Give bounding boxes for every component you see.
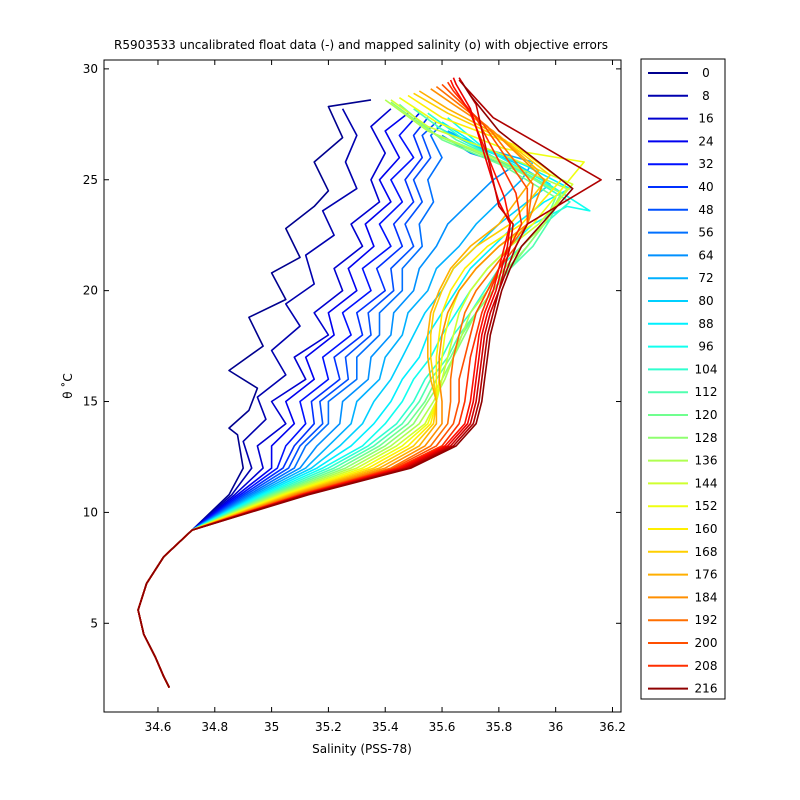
y-tick-label: 15 xyxy=(83,395,98,409)
x-tick-label: 35.4 xyxy=(372,720,399,734)
legend: 0 8 16 24 32 40 48 56 64 72 80 88 96 104 112 120 128 136 1… xyxy=(640,58,726,700)
legend-label-200: 200 xyxy=(695,636,718,650)
legend-label-72: 72 xyxy=(698,271,713,285)
legend-label-208: 208 xyxy=(695,659,718,673)
legend-label-40: 40 xyxy=(698,180,713,194)
series-layer xyxy=(137,77,602,688)
legend-label-96: 96 xyxy=(698,340,713,354)
x-tick-label: 35.8 xyxy=(485,720,512,734)
legend-label-144: 144 xyxy=(695,476,718,490)
y-axis-label: θ ˚C xyxy=(60,373,75,399)
legend-label-160: 160 xyxy=(695,522,718,536)
legend-label-184: 184 xyxy=(695,590,718,604)
y-axis: 5 10 15 20 25 30 xyxy=(83,62,621,630)
legend-label-16: 16 xyxy=(698,112,713,126)
legend-label-0: 0 xyxy=(702,66,710,80)
legend-label-152: 152 xyxy=(695,499,718,513)
legend-label-128: 128 xyxy=(695,431,718,445)
y-tick-label: 5 xyxy=(90,616,98,630)
x-tick-label: 34.8 xyxy=(201,720,228,734)
x-axis: 34.6 34.8 35 35.2 35.4 35.6 35.8 36 36.2 xyxy=(145,60,626,734)
legend-label-32: 32 xyxy=(698,157,713,171)
y-tick-label: 30 xyxy=(83,62,98,76)
legend-label-168: 168 xyxy=(695,545,718,559)
legend-label-64: 64 xyxy=(698,248,713,262)
series-line-248 xyxy=(137,81,574,688)
y-tick-label: 20 xyxy=(83,284,98,298)
x-tick-label: 35.6 xyxy=(429,720,456,734)
x-axis-label: Salinity (PSS-78) xyxy=(312,742,412,756)
y-tick-label: 10 xyxy=(83,505,98,519)
legend-label-56: 56 xyxy=(698,226,713,240)
chart-title: R5903533 uncalibrated float data (-) and… xyxy=(114,38,608,52)
legend-label-136: 136 xyxy=(695,454,718,468)
legend-label-104: 104 xyxy=(695,362,718,376)
legend-label-216: 216 xyxy=(695,682,718,696)
legend-label-88: 88 xyxy=(698,317,713,331)
x-tick-label: 36 xyxy=(548,720,563,734)
plot-frame xyxy=(103,59,622,713)
legend-label-48: 48 xyxy=(698,203,713,217)
legend-label-24: 24 xyxy=(698,134,713,148)
legend-label-192: 192 xyxy=(695,613,718,627)
y-tick-label: 25 xyxy=(83,173,98,187)
legend-label-80: 80 xyxy=(698,294,713,308)
x-tick-label: 34.6 xyxy=(145,720,172,734)
x-tick-label: 36.2 xyxy=(599,720,626,734)
legend-label-8: 8 xyxy=(702,89,710,103)
legend-label-112: 112 xyxy=(695,385,718,399)
legend-box xyxy=(640,58,726,700)
legend-label-120: 120 xyxy=(695,408,718,422)
x-tick-label: 35 xyxy=(264,720,279,734)
x-tick-label: 35.2 xyxy=(315,720,342,734)
legend-label-176: 176 xyxy=(695,568,718,582)
